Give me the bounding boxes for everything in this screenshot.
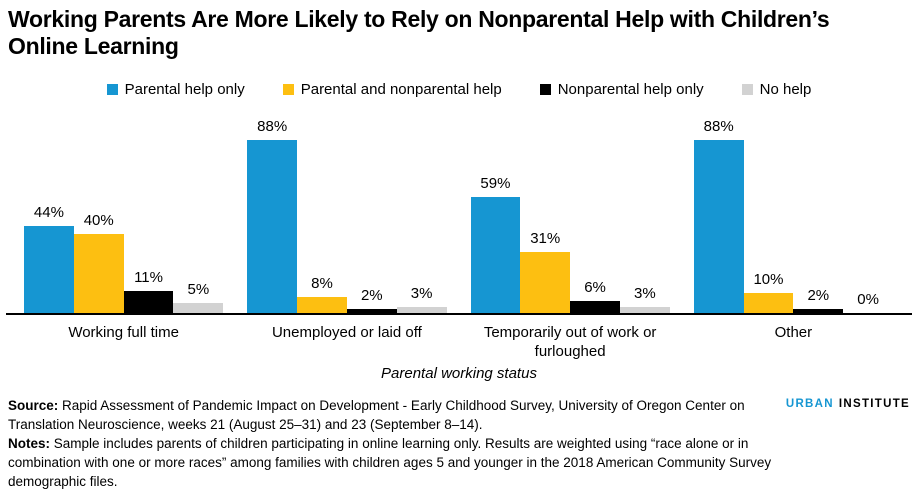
bar-column: 40% <box>73 212 124 313</box>
bar-value-label: 11% <box>134 269 163 286</box>
legend: Parental help only Parental and nonparent… <box>0 81 918 98</box>
x-axis-line <box>6 313 912 315</box>
bar-column: 44% <box>24 204 74 313</box>
bar-no-help <box>619 307 670 313</box>
bar-parental-help-only <box>693 140 744 313</box>
bar-column: 88% <box>247 118 298 313</box>
legend-item-no-help: No help <box>741 81 812 98</box>
bar-no-help <box>396 307 447 313</box>
bar-column: 3% <box>396 285 447 313</box>
source-label: Source: <box>8 398 59 413</box>
bar-column: 5% <box>173 281 224 313</box>
bar-column: 3% <box>619 285 670 313</box>
bar-column: 2% <box>793 287 844 313</box>
bar-value-label: 10% <box>753 271 784 288</box>
bar-chart: 44% 40% 11% 5% 88% 8% 2% 3% 59% 31% 6% 3% 88% 10% 2% 0% <box>0 97 918 313</box>
bar-group-other: 88% 10% 2% 0% <box>693 118 893 313</box>
page-title: Working Parents Are More Likely to Rely … <box>8 6 910 60</box>
legend-label: Parental help only <box>124 81 245 98</box>
bar-value-label: 0% <box>857 291 879 308</box>
legend-swatch-icon <box>741 84 753 95</box>
legend-item-nonparental-help-only: Nonparental help only <box>539 81 704 98</box>
bar-parental-help-only <box>247 140 298 313</box>
bar-parental-and-nonparental-help <box>73 234 124 313</box>
bar-group-temporarily-out-of-work-or-furloughed: 59% 31% 6% 3% <box>470 175 670 313</box>
source-text: Rapid Assessment of Pandemic Impact on D… <box>8 398 745 432</box>
bar-parental-help-only <box>24 226 74 313</box>
source-notes-block: Source: Rapid Assessment of Pandemic Imp… <box>8 396 780 491</box>
legend-label: Nonparental help only <box>557 81 704 98</box>
bar-column: 88% <box>693 118 744 313</box>
category-label-other: Other <box>774 324 813 341</box>
bar-nonparental-help-only <box>570 301 620 313</box>
bar-column: 0% <box>843 291 893 313</box>
category-label-unemployed-or-laid-off: Unemployed or laid off <box>271 324 422 341</box>
bar-nonparental-help-only <box>346 309 397 313</box>
legend-label: Parental and nonparental help <box>300 81 502 98</box>
bar-no-help <box>173 303 224 313</box>
bar-value-label: 3% <box>634 285 656 302</box>
bar-parental-and-nonparental-help <box>297 297 347 313</box>
bar-value-label: 59% <box>480 175 511 192</box>
bar-column: 59% <box>470 175 521 313</box>
bar-value-label: 88% <box>703 118 734 135</box>
bar-parental-and-nonparental-help <box>520 252 571 313</box>
bar-parental-help-only <box>470 197 521 313</box>
legend-swatch-icon <box>539 84 551 95</box>
bar-value-label: 8% <box>311 275 333 292</box>
legend-item-parental-and-nonparental-help: Parental and nonparental help <box>282 81 502 98</box>
bar-value-label: 31% <box>530 230 561 247</box>
legend-swatch-icon <box>106 84 118 95</box>
bar-nonparental-help-only <box>793 309 844 313</box>
legend-label: No help <box>759 81 812 98</box>
bar-column: 10% <box>743 271 794 313</box>
bar-value-label: 6% <box>584 279 606 296</box>
legend-swatch-icon <box>282 84 294 95</box>
urban-institute-logo: URBAN INSTITUTE <box>786 396 910 410</box>
bar-column: 6% <box>570 279 620 313</box>
source-note: Source: Rapid Assessment of Pandemic Imp… <box>8 396 780 434</box>
notes-label: Notes: <box>8 436 51 451</box>
page-title-line2: Online Learning <box>8 33 179 59</box>
bar-column: 31% <box>520 230 571 313</box>
footer: Source: Rapid Assessment of Pandemic Imp… <box>8 396 910 491</box>
bar-value-label: 44% <box>33 204 64 221</box>
page-title-line1: Working Parents Are More Likely to Rely … <box>8 6 830 32</box>
x-axis-title: Parental working status <box>381 365 537 382</box>
bar-value-label: 88% <box>257 118 288 135</box>
bar-value-label: 2% <box>807 287 830 304</box>
bar-value-label: 40% <box>83 212 114 229</box>
notes-text: Sample includes parents of children part… <box>8 436 772 489</box>
bar-column: 11% <box>123 269 174 313</box>
bar-value-label: 3% <box>410 285 433 302</box>
category-label-working-full-time: Working full time <box>68 324 179 341</box>
logo-institute: INSTITUTE <box>838 398 910 410</box>
bar-column: 8% <box>297 275 347 313</box>
category-label-temporarily-out-of-work-or-furloughed: Temporarily out of work or furloughed <box>483 324 657 360</box>
bar-nonparental-help-only <box>123 291 174 313</box>
bar-value-label: 5% <box>187 281 210 298</box>
bar-group-unemployed-or-laid-off: 88% 8% 2% 3% <box>247 118 447 313</box>
bar-column: 2% <box>346 287 397 313</box>
category-labels: Working full time Unemployed or laid off T… <box>0 315 918 361</box>
bar-parental-and-nonparental-help <box>743 293 794 313</box>
logo-urban: URBAN <box>785 398 834 410</box>
legend-item-parental-help-only: Parental help only <box>106 81 245 98</box>
notes-note: Notes: Sample includes parents of childr… <box>8 434 780 491</box>
bar-group-working-full-time: 44% 40% 11% 5% <box>24 204 224 313</box>
bar-value-label: 2% <box>360 287 383 304</box>
